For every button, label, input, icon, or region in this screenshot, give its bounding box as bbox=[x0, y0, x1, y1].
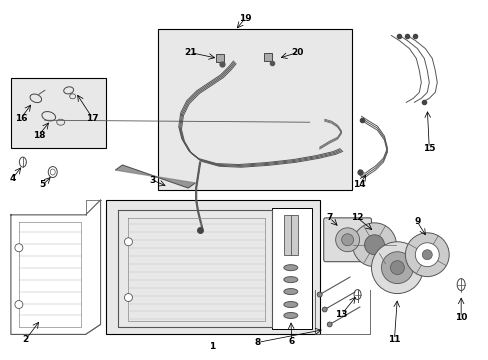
Ellipse shape bbox=[283, 302, 297, 307]
Text: 4: 4 bbox=[10, 174, 16, 183]
Circle shape bbox=[371, 242, 423, 293]
Text: 6: 6 bbox=[288, 337, 294, 346]
Bar bbox=[271, 208, 311, 329]
Circle shape bbox=[414, 243, 438, 267]
Text: 1: 1 bbox=[208, 342, 215, 351]
Circle shape bbox=[335, 228, 359, 252]
Bar bbox=[283, 215, 297, 255]
Circle shape bbox=[124, 238, 132, 246]
Circle shape bbox=[422, 250, 431, 260]
Circle shape bbox=[364, 235, 384, 255]
Text: 17: 17 bbox=[86, 114, 99, 123]
Text: 12: 12 bbox=[350, 213, 363, 222]
Text: 8: 8 bbox=[254, 338, 261, 347]
Text: 20: 20 bbox=[291, 48, 304, 57]
Circle shape bbox=[124, 293, 132, 302]
Text: 18: 18 bbox=[33, 131, 45, 140]
Text: 7: 7 bbox=[326, 213, 332, 222]
Text: 21: 21 bbox=[183, 48, 196, 57]
Circle shape bbox=[341, 234, 353, 246]
Text: 9: 9 bbox=[413, 217, 420, 226]
Circle shape bbox=[381, 252, 412, 284]
Circle shape bbox=[322, 307, 326, 312]
Circle shape bbox=[15, 301, 23, 309]
Text: 19: 19 bbox=[238, 14, 251, 23]
Bar bbox=[216, 54, 224, 62]
Circle shape bbox=[326, 322, 331, 327]
Bar bbox=[105, 200, 319, 334]
Ellipse shape bbox=[283, 265, 297, 271]
Text: 2: 2 bbox=[22, 335, 29, 344]
Text: 5: 5 bbox=[40, 180, 46, 189]
Circle shape bbox=[352, 223, 396, 267]
Polygon shape bbox=[115, 165, 195, 188]
Text: 14: 14 bbox=[352, 180, 365, 189]
Bar bbox=[264, 54, 271, 62]
Text: 10: 10 bbox=[454, 313, 467, 322]
Bar bbox=[158, 28, 351, 190]
Text: 13: 13 bbox=[335, 310, 347, 319]
Text: 16: 16 bbox=[15, 114, 27, 123]
Circle shape bbox=[389, 261, 404, 275]
Bar bbox=[11, 78, 105, 148]
FancyBboxPatch shape bbox=[323, 218, 371, 262]
Text: 15: 15 bbox=[422, 144, 435, 153]
Ellipse shape bbox=[283, 276, 297, 283]
Circle shape bbox=[317, 292, 322, 297]
Circle shape bbox=[15, 244, 23, 252]
Ellipse shape bbox=[283, 312, 297, 319]
Text: 3: 3 bbox=[149, 176, 155, 185]
Text: 11: 11 bbox=[387, 335, 400, 344]
Ellipse shape bbox=[283, 289, 297, 294]
Circle shape bbox=[405, 233, 448, 276]
